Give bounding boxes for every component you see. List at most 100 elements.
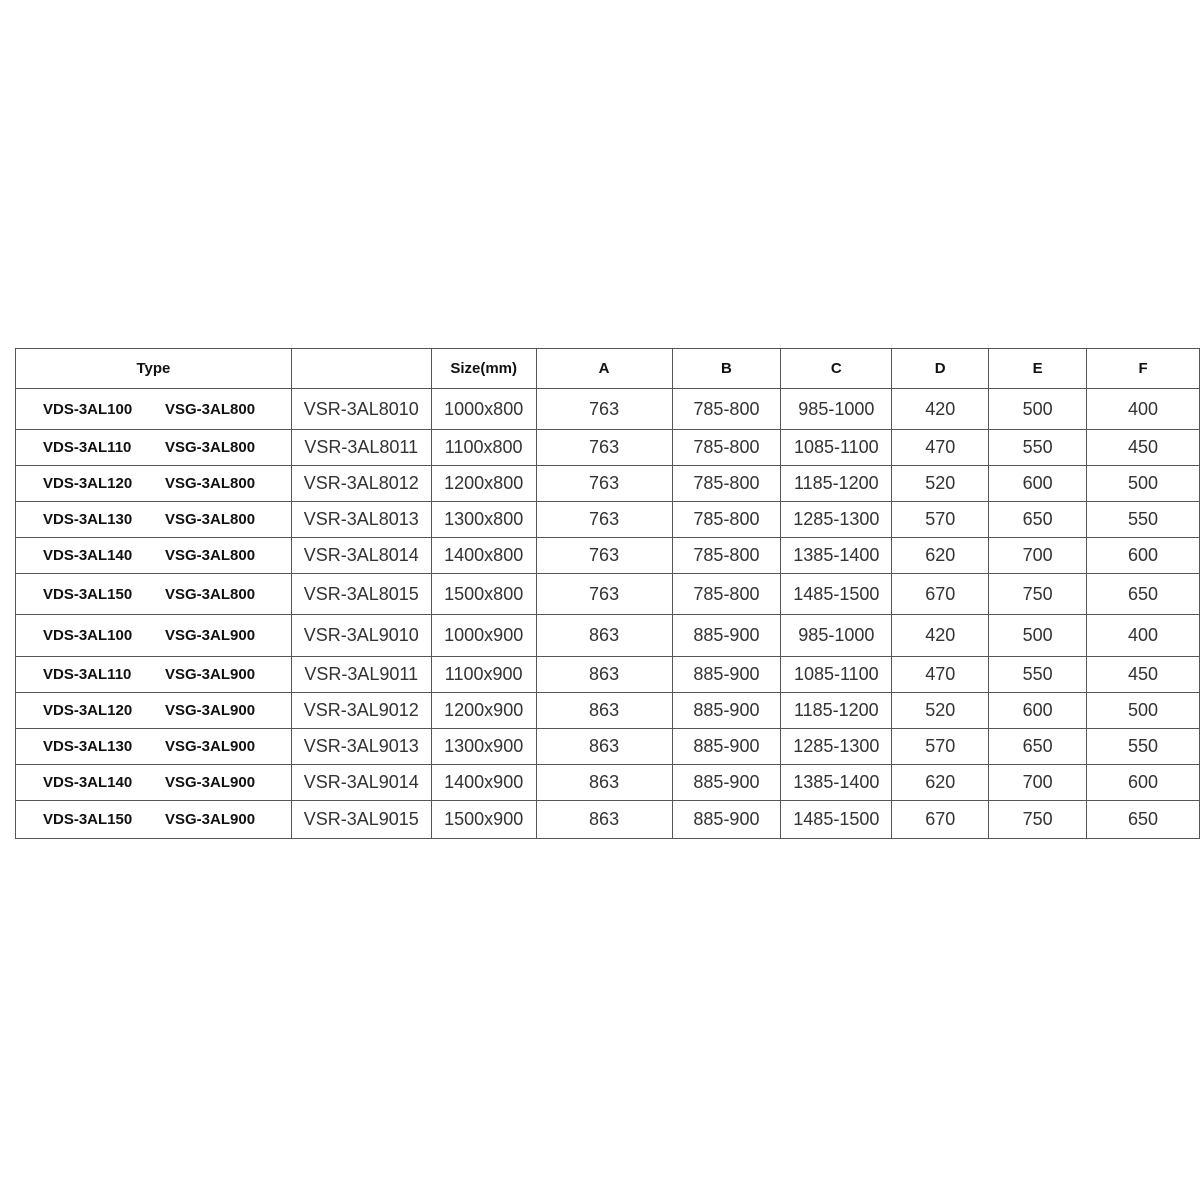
table-cell: VSR-3AL9013 bbox=[290, 728, 432, 765]
table-cell: 1400x900 bbox=[430, 764, 537, 801]
vds-type: VDS-3AL120 bbox=[43, 702, 133, 719]
table-cell: 1085-1100 bbox=[780, 429, 893, 466]
table-cell: 763 bbox=[535, 537, 673, 574]
table-cell: 400 bbox=[1086, 388, 1200, 430]
type-cell: VDS-3AL100 VSG-3AL900 bbox=[15, 614, 292, 657]
table-cell: 500 bbox=[1086, 692, 1200, 729]
column-header: C bbox=[780, 348, 893, 389]
table-row: VDS-3AL130 VSG-3AL800 VSR-3AL8013 1300x800 7… bbox=[15, 501, 1200, 538]
type-cell: VDS-3AL110 VSG-3AL900 bbox=[15, 656, 292, 693]
table-cell: VSR-3AL8012 bbox=[290, 465, 432, 502]
table-cell: VSR-3AL9010 bbox=[290, 614, 432, 657]
table-cell: 620 bbox=[891, 537, 990, 574]
table-cell: 785-800 bbox=[671, 573, 782, 615]
table-cell: 470 bbox=[891, 656, 990, 693]
table-cell: 650 bbox=[988, 728, 1088, 765]
table-cell: 600 bbox=[1086, 537, 1200, 574]
table-cell: 863 bbox=[535, 800, 673, 839]
type-cell: VDS-3AL130 VSG-3AL800 bbox=[15, 501, 292, 538]
vds-type: VDS-3AL100 bbox=[43, 400, 133, 418]
table-cell: 1085-1100 bbox=[780, 656, 893, 693]
table-cell: 763 bbox=[535, 465, 673, 502]
table-row: VDS-3AL100 VSG-3AL800 VSR-3AL8010 1000x800 7… bbox=[15, 388, 1200, 430]
vds-type: VDS-3AL150 bbox=[43, 811, 133, 828]
table-cell: VSR-3AL8010 bbox=[290, 388, 432, 430]
table-cell: 785-800 bbox=[671, 465, 782, 502]
table-cell: VSR-3AL8011 bbox=[290, 429, 432, 466]
table-cell: 400 bbox=[1086, 614, 1200, 657]
column-header: A bbox=[535, 348, 673, 389]
column-header: D bbox=[891, 348, 990, 389]
table-cell: 1000x900 bbox=[430, 614, 537, 657]
table-cell: 420 bbox=[891, 614, 990, 657]
vsg-type: VSG-3AL900 bbox=[165, 702, 256, 719]
table-cell: 885-900 bbox=[671, 656, 782, 693]
table-cell: VSR-3AL8015 bbox=[290, 573, 432, 615]
table-cell: 520 bbox=[891, 692, 990, 729]
table-row: VDS-3AL110 VSG-3AL800 VSR-3AL8011 1100x800 7… bbox=[15, 429, 1200, 466]
table-cell: 1000x800 bbox=[430, 388, 537, 430]
table-cell: 570 bbox=[891, 501, 990, 538]
table-cell: 885-900 bbox=[671, 800, 782, 839]
vsg-type: VSG-3AL800 bbox=[165, 475, 256, 492]
table-cell: 600 bbox=[988, 465, 1088, 502]
table-cell: 1385-1400 bbox=[780, 537, 893, 574]
vsg-type: VSG-3AL800 bbox=[165, 400, 256, 418]
table-cell: 885-900 bbox=[671, 764, 782, 801]
table-row: VDS-3AL120 VSG-3AL800 VSR-3AL8012 1200x800 7… bbox=[15, 465, 1200, 502]
table-cell: 1285-1300 bbox=[780, 501, 893, 538]
table-cell: 863 bbox=[535, 764, 673, 801]
table-cell: 570 bbox=[891, 728, 990, 765]
table-cell: 650 bbox=[1086, 800, 1200, 839]
table-cell: 863 bbox=[535, 614, 673, 657]
table-cell: VSR-3AL9015 bbox=[290, 800, 432, 839]
table-cell: 450 bbox=[1086, 656, 1200, 693]
table-cell: 863 bbox=[535, 656, 673, 693]
column-header: F bbox=[1086, 348, 1200, 389]
table-cell: 1100x900 bbox=[430, 656, 537, 693]
table-cell: 670 bbox=[891, 573, 990, 615]
table-row: VDS-3AL140 VSG-3AL900 VSR-3AL9014 1400x900 8… bbox=[15, 764, 1200, 801]
table-cell: 1500x800 bbox=[430, 573, 537, 615]
table-cell: 985-1000 bbox=[780, 388, 893, 430]
table-cell: 650 bbox=[1086, 573, 1200, 615]
vds-type: VDS-3AL140 bbox=[43, 774, 133, 791]
table-cell: 763 bbox=[535, 501, 673, 538]
type-cell: VDS-3AL120 VSG-3AL800 bbox=[15, 465, 292, 502]
table-cell: 450 bbox=[1086, 429, 1200, 466]
table-cell: 1185-1200 bbox=[780, 465, 893, 502]
vsg-type: VSG-3AL800 bbox=[165, 547, 256, 564]
table-cell: 885-900 bbox=[671, 692, 782, 729]
table-cell: 785-800 bbox=[671, 537, 782, 574]
table-cell: 650 bbox=[988, 501, 1088, 538]
table-cell: 620 bbox=[891, 764, 990, 801]
table-cell: 1385-1400 bbox=[780, 764, 893, 801]
vds-type: VDS-3AL130 bbox=[43, 738, 133, 755]
vsg-type: VSG-3AL900 bbox=[165, 774, 256, 791]
table-cell: 700 bbox=[988, 537, 1088, 574]
dimensions-table: Type Size(mm) A B C D E F VDS-3AL100 VSG-3AL800 V… bbox=[15, 348, 1200, 839]
vsg-type: VSG-3AL900 bbox=[165, 627, 256, 644]
table-cell: 763 bbox=[535, 429, 673, 466]
table-cell: 750 bbox=[988, 800, 1088, 839]
table-cell: 785-800 bbox=[671, 388, 782, 430]
table-cell: 500 bbox=[988, 388, 1088, 430]
type-cell: VDS-3AL100 VSG-3AL800 bbox=[15, 388, 292, 430]
vsg-type: VSG-3AL800 bbox=[165, 511, 256, 528]
table-cell: 763 bbox=[535, 388, 673, 430]
table-cell: 600 bbox=[988, 692, 1088, 729]
table-cell: 520 bbox=[891, 465, 990, 502]
table-cell: 670 bbox=[891, 800, 990, 839]
table-cell: 1485-1500 bbox=[780, 800, 893, 839]
table-cell: 885-900 bbox=[671, 728, 782, 765]
vds-type: VDS-3AL110 bbox=[43, 439, 132, 456]
header-row: Type Size(mm) A B C D E F bbox=[15, 348, 1200, 389]
table-cell: 863 bbox=[535, 692, 673, 729]
table-cell: 1300x800 bbox=[430, 501, 537, 538]
table-cell: 885-900 bbox=[671, 614, 782, 657]
table-cell: VSR-3AL9014 bbox=[290, 764, 432, 801]
type-cell: VDS-3AL150 VSG-3AL900 bbox=[15, 800, 292, 839]
vsg-type: VSG-3AL900 bbox=[165, 666, 256, 683]
table-cell: 550 bbox=[988, 656, 1088, 693]
table-cell: 1185-1200 bbox=[780, 692, 893, 729]
